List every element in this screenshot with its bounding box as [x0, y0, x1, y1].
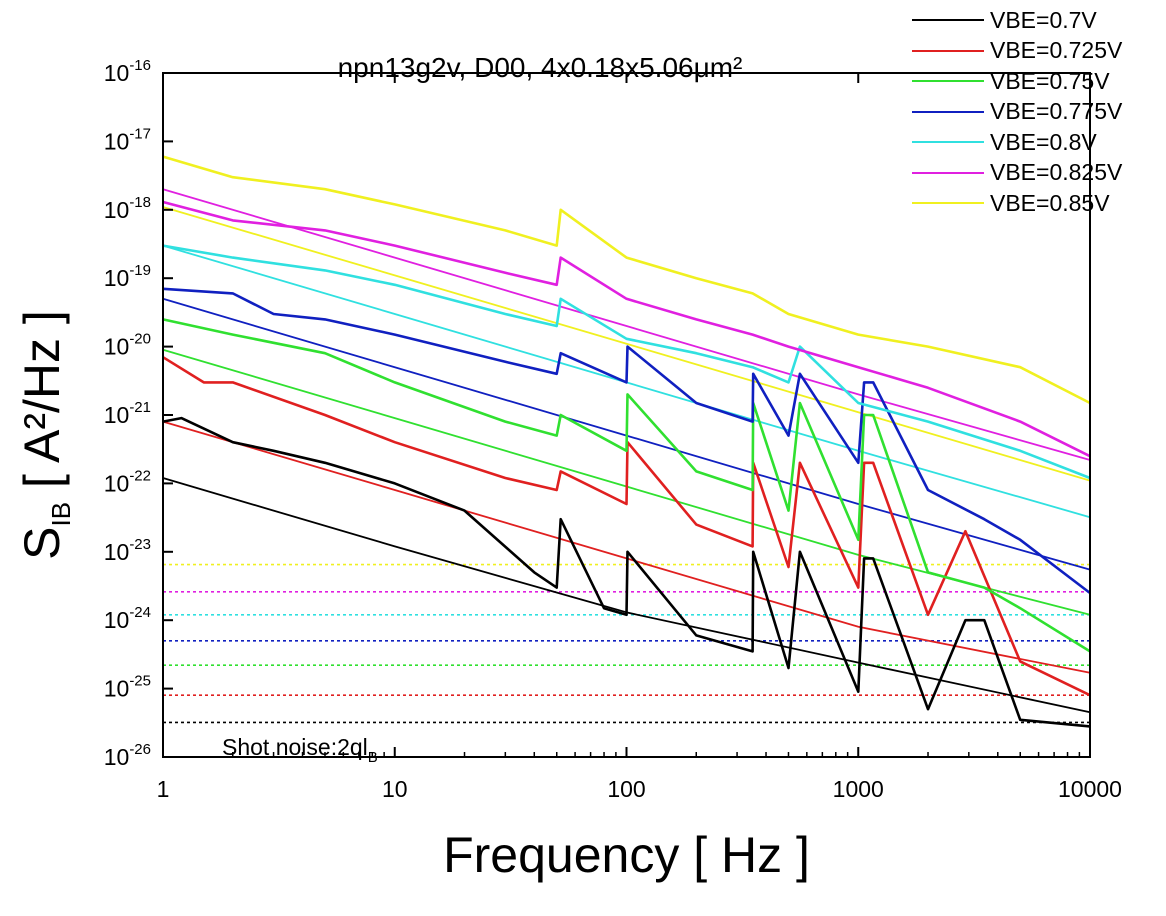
legend-item-vbe-0-825v: VBE=0.825V: [912, 158, 1122, 189]
legend-item-vbe-0-85v: VBE=0.85V: [912, 188, 1122, 219]
x-tick-label: 10000: [1058, 776, 1122, 802]
y-tick-label: 10-17: [104, 125, 151, 154]
legend-swatch: [912, 49, 984, 52]
legend-swatch: [912, 171, 984, 174]
x-tick-label: 100: [607, 776, 645, 802]
legend-label: VBE=0.85V: [990, 189, 1110, 216]
measured-lines: [162, 155, 1091, 728]
x-tick-label: 1000: [833, 776, 884, 802]
legend-item-vbe-0-8v: VBE=0.8V: [912, 127, 1122, 158]
series-line-vbe-0-7v: [162, 416, 1091, 728]
legend: VBE=0.7V VBE=0.725V VBE=0.75V VBE=0.775V VBE…: [912, 5, 1122, 219]
series-line-vbe-0-725v: [162, 356, 1091, 697]
chart-title: npn13g2v, D00, 4x0.18x5.06μm²: [337, 52, 743, 83]
y-tick-label: 10-19: [104, 262, 151, 291]
legend-label: VBE=0.7V: [990, 6, 1097, 33]
series-line-vbe-0-775v: [162, 287, 1091, 595]
legend-swatch: [912, 141, 984, 144]
legend-swatch: [912, 202, 984, 205]
x-tick-label: 10: [382, 776, 408, 802]
y-tick-label: 10-22: [104, 467, 151, 496]
y-tick-label: 10-20: [104, 331, 151, 360]
series-line-vbe-0-825v: [162, 200, 1091, 458]
legend-item-vbe-0-775v: VBE=0.775V: [912, 97, 1122, 128]
legend-label: VBE=0.725V: [990, 37, 1123, 64]
y-tick-label: 10-18: [104, 194, 151, 223]
x-tick-label: 1: [157, 776, 170, 802]
x-axis-label: Frequency [ Hz ]: [443, 827, 810, 883]
y-tick-label: 10-21: [104, 399, 151, 428]
y-axis-label-main: S: [14, 526, 70, 560]
y-tick-label: 10-16: [104, 57, 151, 86]
legend-label: VBE=0.8V: [990, 128, 1097, 155]
legend-item-vbe-0-75v: VBE=0.75V: [912, 66, 1122, 97]
axis-ticks: 1 10 100 1000 10000 10-26 10-25 10-24 10-23 10-22…: [104, 57, 1122, 802]
series-line-vbe-0-85v: [162, 155, 1091, 405]
y-tick-label: 10-25: [104, 673, 151, 702]
legend-label: VBE=0.75V: [990, 67, 1110, 94]
legend-label: VBE=0.775V: [990, 98, 1123, 125]
legend-swatch: [912, 19, 984, 22]
legend-label: VBE=0.825V: [990, 159, 1123, 186]
fit-line-vbe-0-85v: [162, 206, 1091, 482]
y-tick-label: 10-24: [104, 604, 151, 633]
annotation-shot-noise: Shot noise:2qlB: [222, 734, 378, 766]
legend-item-vbe-0-7v: VBE=0.7V: [912, 5, 1122, 36]
y-tick-label: 10-26: [104, 741, 151, 770]
legend-item-vbe-0-725v: VBE=0.725V: [912, 36, 1122, 67]
legend-swatch: [912, 110, 984, 113]
series-line-vbe-0-75v: [162, 318, 1091, 653]
y-axis-label-sub: IB: [46, 501, 76, 527]
y-axis-label: SIB [ A²/Hz ]: [13, 310, 77, 560]
series-line-vbe-0-8v: [162, 244, 1091, 480]
y-axis-label-rest: [ A²/Hz ]: [14, 310, 70, 502]
y-tick-label: 10-23: [104, 536, 151, 565]
fit-line-vbe-0-825v: [162, 188, 1091, 461]
legend-swatch: [912, 80, 984, 83]
